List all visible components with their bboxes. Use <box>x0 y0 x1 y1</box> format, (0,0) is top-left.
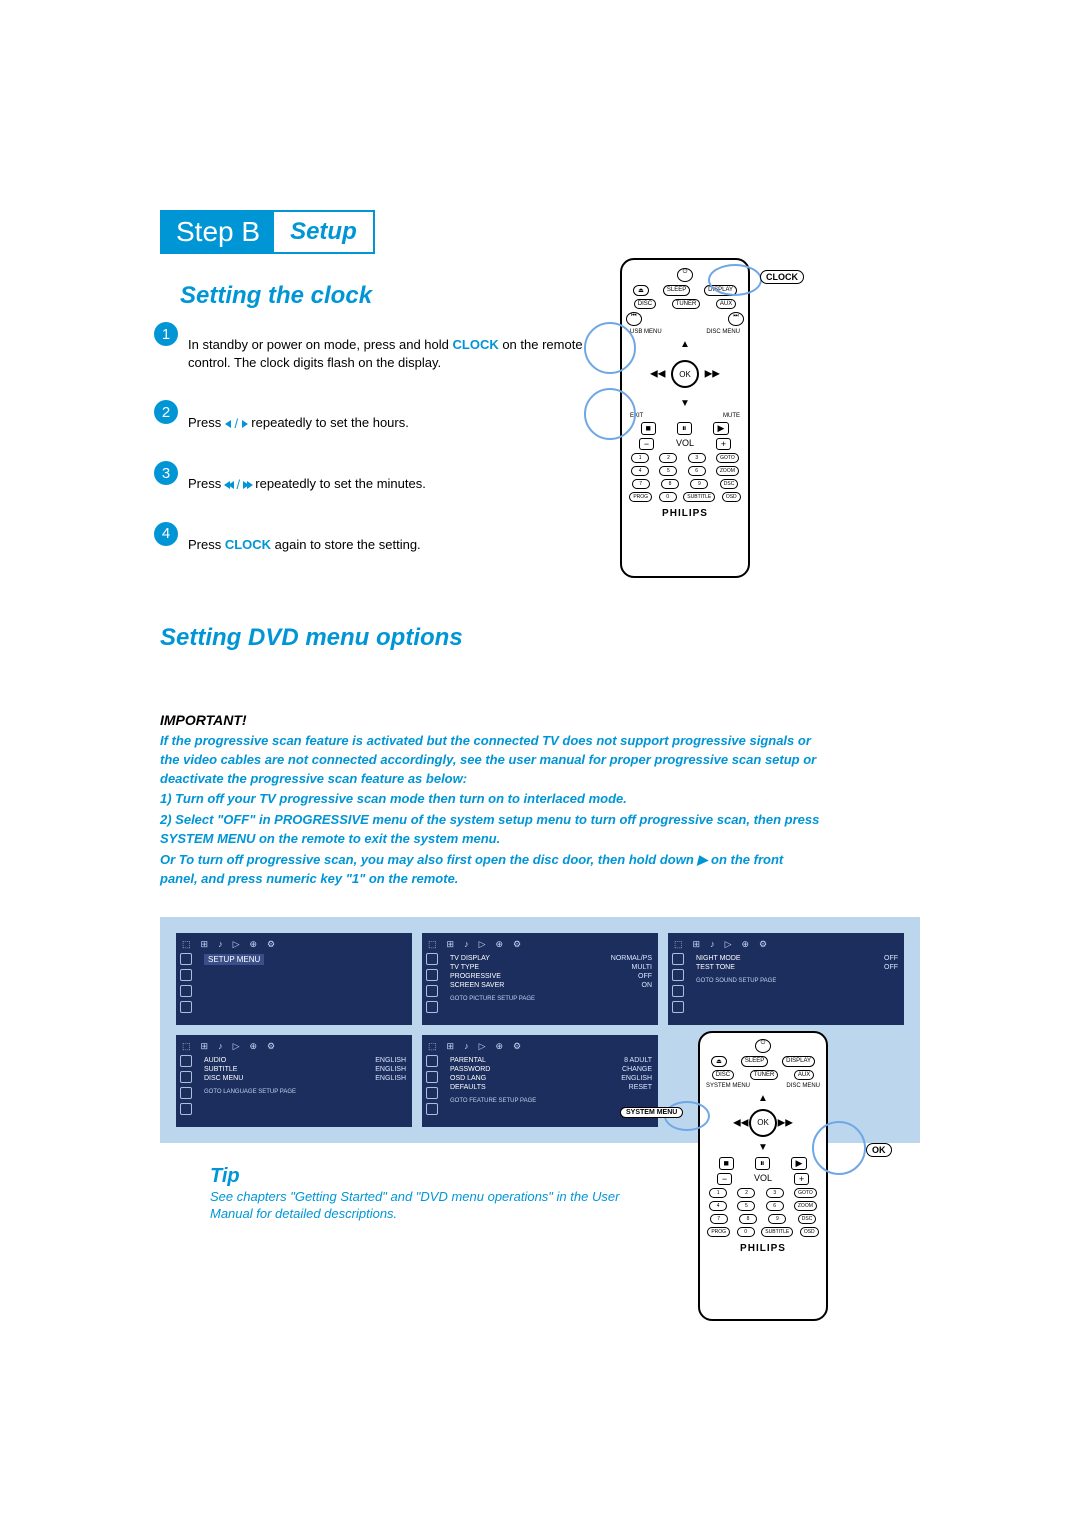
system-menu-label: SYSTEM MENU <box>620 1107 683 1118</box>
step-header: Step B Setup <box>160 210 375 254</box>
clock-steps: 1In standby or power on mode, press and … <box>160 322 920 554</box>
step-number: 1 <box>154 322 178 346</box>
pause-icon: ⏸ <box>677 422 692 435</box>
callout-prev-next <box>584 322 636 374</box>
section-title-clock: Setting the clock <box>180 282 920 310</box>
step-text: Press / repeatedly to set the minutes. <box>188 461 618 494</box>
ok-button: OK <box>671 360 699 388</box>
step-number: 2 <box>154 400 178 424</box>
important-block: IMPORTANT! If the progressive scan featu… <box>160 712 820 889</box>
step-text: In standby or power on mode, press and h… <box>188 322 618 372</box>
section-title-dvd: Setting DVD menu options <box>160 624 920 652</box>
step-number: 3 <box>154 461 178 485</box>
menu-box: ⬚⊞♪▷⊕⚙SETUP MENU <box>176 933 412 1025</box>
up-icon: ▲ <box>680 339 690 350</box>
step-row: 2Press / repeatedly to set the hours. <box>160 400 920 433</box>
ok-callout-label: OK <box>866 1143 892 1157</box>
step-text: Press CLOCK again to store the setting. <box>188 522 618 554</box>
dpad: ▲ ▼ ◀◀ ▶▶ OK <box>650 339 720 409</box>
menu-box: ⬚⊞♪▷⊕⚙NIGHT MODEOFFTEST TONEOFFGOTO SOUN… <box>668 933 904 1025</box>
remote-top: ⏻ ⏏SLEEPDISPLAY DISCTUNERAUX ⏮⏭ USB MENU… <box>620 258 750 578</box>
play-icon: ▶ <box>713 422 730 435</box>
remote-bottom: ⏻ ⏏SLEEPDISPLAY DISCTUNERAUX SYSTEM MENU… <box>698 1031 828 1321</box>
prev-icon: ⏮ <box>626 312 642 326</box>
menu-box: ⬚⊞♪▷⊕⚙TV DISPLAYNORMAL/PSTV TYPEMULTIPRO… <box>422 933 658 1025</box>
down-icon: ▼ <box>680 398 690 409</box>
step-row: 4Press CLOCK again to store the setting. <box>160 522 920 554</box>
left-icon: ◀◀ <box>650 369 665 380</box>
callout-dpad <box>812 1121 866 1175</box>
menu-box: ⬚⊞♪▷⊕⚙AUDIOENGLISHSUBTITLEENGLISHDISC ME… <box>176 1035 412 1127</box>
brand-label: PHILIPS <box>622 508 748 519</box>
important-line: Or To turn off progressive scan, you may… <box>160 851 820 889</box>
callout-clock <box>708 264 762 296</box>
clock-callout-label: CLOCK <box>760 270 804 284</box>
power-icon: ⏻ <box>677 268 693 282</box>
important-line: 2) Select "OFF" in PROGRESSIVE menu of t… <box>160 811 820 849</box>
tip-text: See chapters "Getting Started" and "DVD … <box>210 1188 630 1223</box>
right-icon: ▶▶ <box>705 369 720 380</box>
next-icon: ⏭ <box>728 312 744 326</box>
step-row: 1In standby or power on mode, press and … <box>160 322 920 372</box>
step-number: 4 <box>154 522 178 546</box>
step-text: Press / repeatedly to set the hours. <box>188 400 618 433</box>
important-line: 1) Turn off your TV progressive scan mod… <box>160 790 820 809</box>
numpad: 123GOTO456ZOOM789DSCPROG0SUBTITLEOSD <box>622 453 748 502</box>
numpad: 123GOTO456ZOOM789DSCPROG0SUBTITLEOSD <box>700 1188 826 1237</box>
stop-icon: ■ <box>641 422 656 435</box>
menu-panel: ⬚⊞♪▷⊕⚙SETUP MENU⬚⊞♪▷⊕⚙TV DISPLAYNORMAL/P… <box>160 917 920 1143</box>
important-line: If the progressive scan feature is activ… <box>160 732 820 789</box>
callout-rew-ff <box>584 388 636 440</box>
dpad: ▲ ▼ ◀◀ ▶▶ OK <box>733 1093 793 1153</box>
step-b-label: Step B <box>162 212 274 252</box>
important-title: IMPORTANT! <box>160 712 820 728</box>
step-row: 3Press / repeatedly to set the minutes. <box>160 461 920 494</box>
setup-label: Setup <box>274 212 373 252</box>
